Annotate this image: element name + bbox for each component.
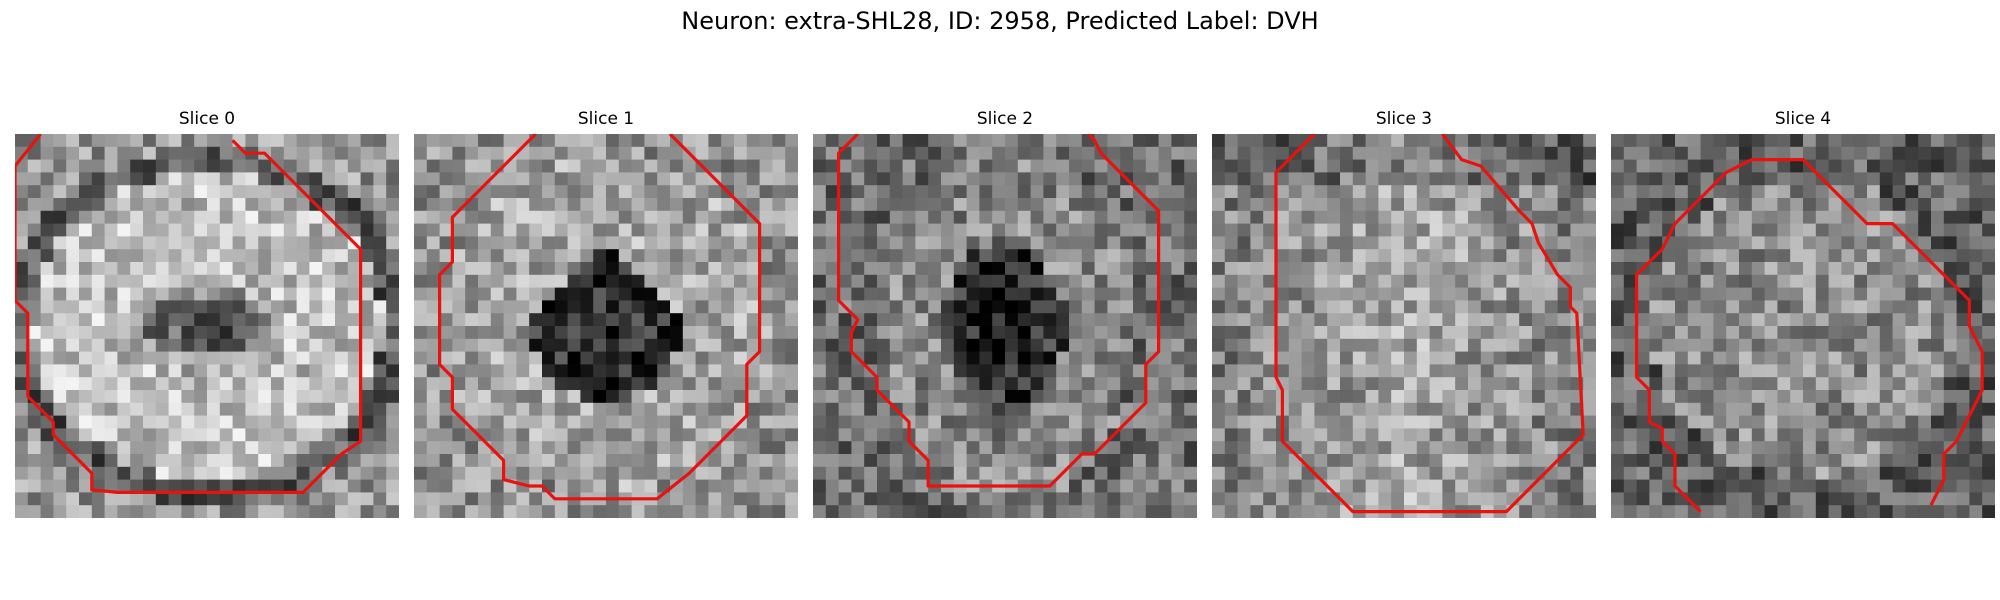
slice-title: Slice 3 [1375, 109, 1433, 129]
slice-panel-4: Slice 4 [1611, 109, 1995, 518]
slice-title: Slice 1 [577, 109, 635, 129]
neuron-contour [15, 134, 363, 494]
slice-title: Slice 2 [976, 109, 1034, 129]
microscopy-image [414, 134, 798, 518]
microscopy-image [1212, 134, 1596, 518]
slice-panel-0: Slice 0 [15, 109, 399, 518]
slice-title: Slice 4 [1774, 109, 1832, 129]
slice-panel-3: Slice 3 [1212, 109, 1596, 518]
slice-panel-1: Slice 1 [414, 109, 798, 518]
figure-title: Neuron: extra-SHL28, ID: 2958, Predicted… [681, 7, 1319, 35]
microscopy-image [15, 134, 399, 518]
neuron-contour [837, 134, 1161, 488]
neuron-contour [438, 134, 762, 501]
neuron-contour [1635, 158, 1984, 513]
microscopy-image [1611, 134, 1995, 518]
slice-panel-2: Slice 2 [813, 109, 1197, 518]
microscopy-image [813, 134, 1197, 518]
slice-title: Slice 0 [178, 109, 236, 129]
neuron-contour [1274, 134, 1585, 514]
